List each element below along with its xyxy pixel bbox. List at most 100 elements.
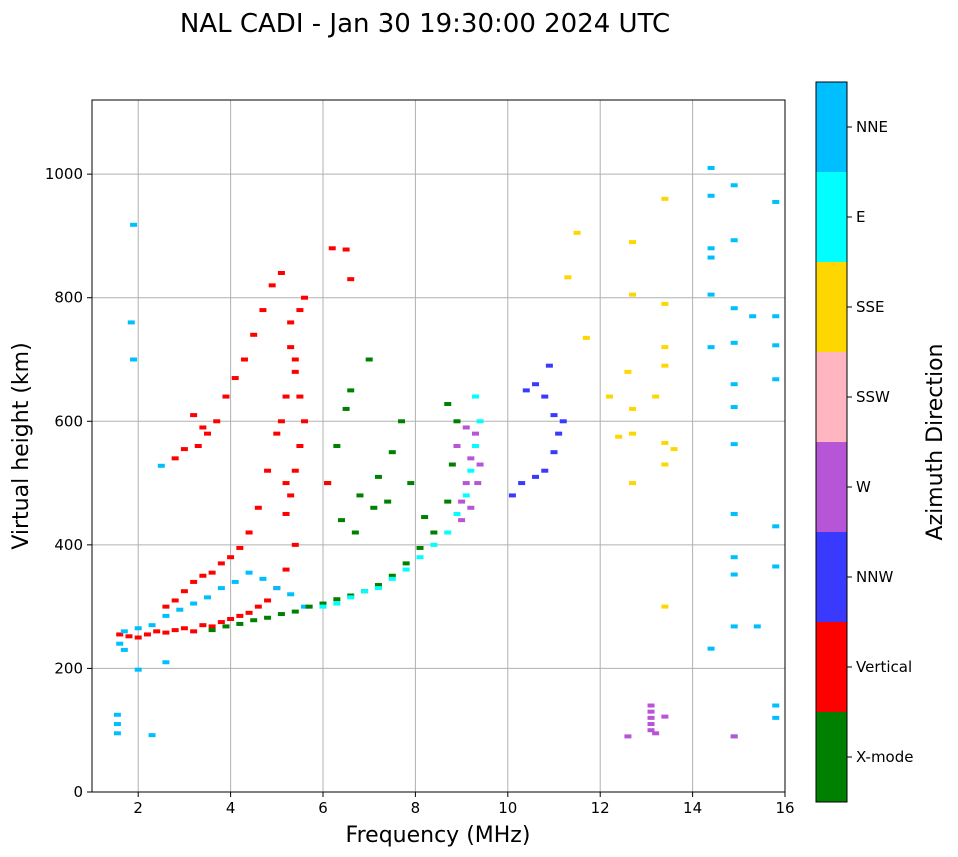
echo-mark bbox=[707, 345, 715, 350]
echo-mark bbox=[430, 530, 438, 535]
echo-mark bbox=[749, 314, 757, 319]
echo-mark bbox=[319, 601, 327, 606]
echo-mark bbox=[259, 308, 267, 313]
echo-mark bbox=[342, 247, 350, 252]
echo-mark bbox=[194, 444, 202, 448]
echo-mark bbox=[474, 481, 482, 486]
echo-mark bbox=[222, 394, 230, 399]
echo-mark bbox=[305, 604, 313, 609]
echo-mark bbox=[116, 632, 124, 637]
echo-mark bbox=[301, 295, 309, 300]
echo-mark bbox=[772, 715, 780, 720]
colorbar-category-label: Vertical bbox=[856, 658, 912, 676]
echo-mark bbox=[388, 450, 396, 455]
echo-mark bbox=[374, 583, 382, 588]
x-tick-label: 12 bbox=[591, 799, 610, 817]
echo-mark bbox=[190, 579, 198, 584]
echo-mark bbox=[227, 555, 235, 560]
echo-mark bbox=[647, 709, 655, 714]
colorbar-frame bbox=[815, 81, 848, 803]
echo-mark bbox=[416, 555, 424, 560]
echo-mark bbox=[730, 511, 738, 516]
x-axis-label: Frequency (MHz) bbox=[346, 823, 531, 848]
echo-mark bbox=[467, 505, 475, 510]
echo-mark bbox=[347, 277, 355, 282]
colorbar-label: Azimuth Direction bbox=[923, 343, 948, 540]
echo-mark bbox=[730, 238, 738, 243]
plot-background bbox=[92, 100, 785, 792]
echo-mark bbox=[351, 530, 359, 535]
echo-mark bbox=[125, 634, 133, 639]
echo-mark bbox=[453, 511, 461, 516]
colorbar-swatch bbox=[816, 442, 847, 532]
echo-mark bbox=[199, 573, 207, 578]
echo-mark bbox=[236, 621, 244, 626]
echo-mark bbox=[162, 630, 170, 635]
echo-mark bbox=[208, 628, 216, 633]
colorbar-category-label: W bbox=[856, 478, 871, 496]
echo-mark bbox=[347, 595, 355, 600]
echo-mark bbox=[629, 481, 637, 486]
y-tick-label: 600 bbox=[54, 412, 83, 430]
echo-mark bbox=[277, 419, 285, 424]
echo-mark bbox=[113, 722, 121, 727]
echo-mark bbox=[342, 406, 350, 411]
plot-area: 2 4 6 8 10 12 14 16 0 200 400 600 800 1000 bbox=[45, 99, 795, 817]
echo-mark bbox=[171, 598, 179, 603]
echo-mark bbox=[171, 628, 179, 633]
colorbar-category-label: NNE bbox=[856, 118, 888, 136]
echo-mark bbox=[670, 447, 678, 452]
echo-mark bbox=[624, 734, 632, 739]
echo-mark bbox=[291, 468, 299, 473]
echo-mark bbox=[730, 442, 738, 447]
echo-mark bbox=[204, 595, 211, 600]
echo-mark bbox=[730, 405, 738, 410]
echo-mark bbox=[388, 576, 396, 581]
echo-mark bbox=[730, 624, 738, 629]
echo-mark bbox=[113, 731, 121, 736]
echo-mark bbox=[444, 401, 452, 406]
echo-mark bbox=[444, 530, 452, 535]
colorbar-category-label: SSE bbox=[856, 298, 885, 316]
echo-mark bbox=[402, 567, 410, 572]
echo-mark bbox=[388, 573, 396, 578]
echo-mark bbox=[629, 431, 637, 436]
x-tick-label: 10 bbox=[498, 799, 517, 817]
echo-mark bbox=[730, 340, 738, 345]
echo-mark bbox=[208, 570, 216, 575]
y-axis-label: Virtual height (km) bbox=[9, 342, 34, 549]
echo-mark bbox=[462, 493, 470, 498]
echo-mark bbox=[374, 586, 382, 591]
echo-mark bbox=[356, 493, 364, 498]
echo-mark bbox=[240, 357, 248, 362]
echo-mark bbox=[180, 589, 188, 594]
echo-mark bbox=[282, 567, 290, 572]
echo-mark bbox=[245, 530, 253, 535]
colorbar-category-label: E bbox=[856, 208, 865, 226]
echo-mark bbox=[291, 357, 299, 362]
echo-mark bbox=[328, 246, 336, 251]
x-tick-label: 16 bbox=[775, 799, 794, 817]
y-tick-label: 800 bbox=[54, 289, 83, 307]
chart-title: NAL CADI - Jan 30 19:30:00 2024 UTC bbox=[180, 9, 670, 39]
echo-mark bbox=[772, 199, 780, 204]
echo-mark bbox=[707, 646, 715, 651]
echo-mark bbox=[120, 629, 128, 634]
echo-mark bbox=[190, 629, 198, 634]
echo-mark bbox=[287, 345, 295, 350]
echo-mark bbox=[282, 481, 290, 486]
echo-mark bbox=[407, 481, 415, 486]
echo-mark bbox=[374, 474, 382, 479]
echo-mark bbox=[130, 357, 138, 362]
echo-mark bbox=[605, 394, 613, 399]
echo-mark bbox=[707, 246, 715, 251]
colorbar-swatch bbox=[816, 172, 847, 262]
colorbar-swatch bbox=[816, 712, 847, 802]
echo-mark bbox=[508, 493, 516, 498]
echo-mark bbox=[231, 579, 239, 584]
echo-mark bbox=[282, 511, 290, 516]
echo-mark bbox=[707, 292, 715, 297]
echo-mark bbox=[113, 712, 121, 717]
echo-mark bbox=[462, 425, 470, 430]
